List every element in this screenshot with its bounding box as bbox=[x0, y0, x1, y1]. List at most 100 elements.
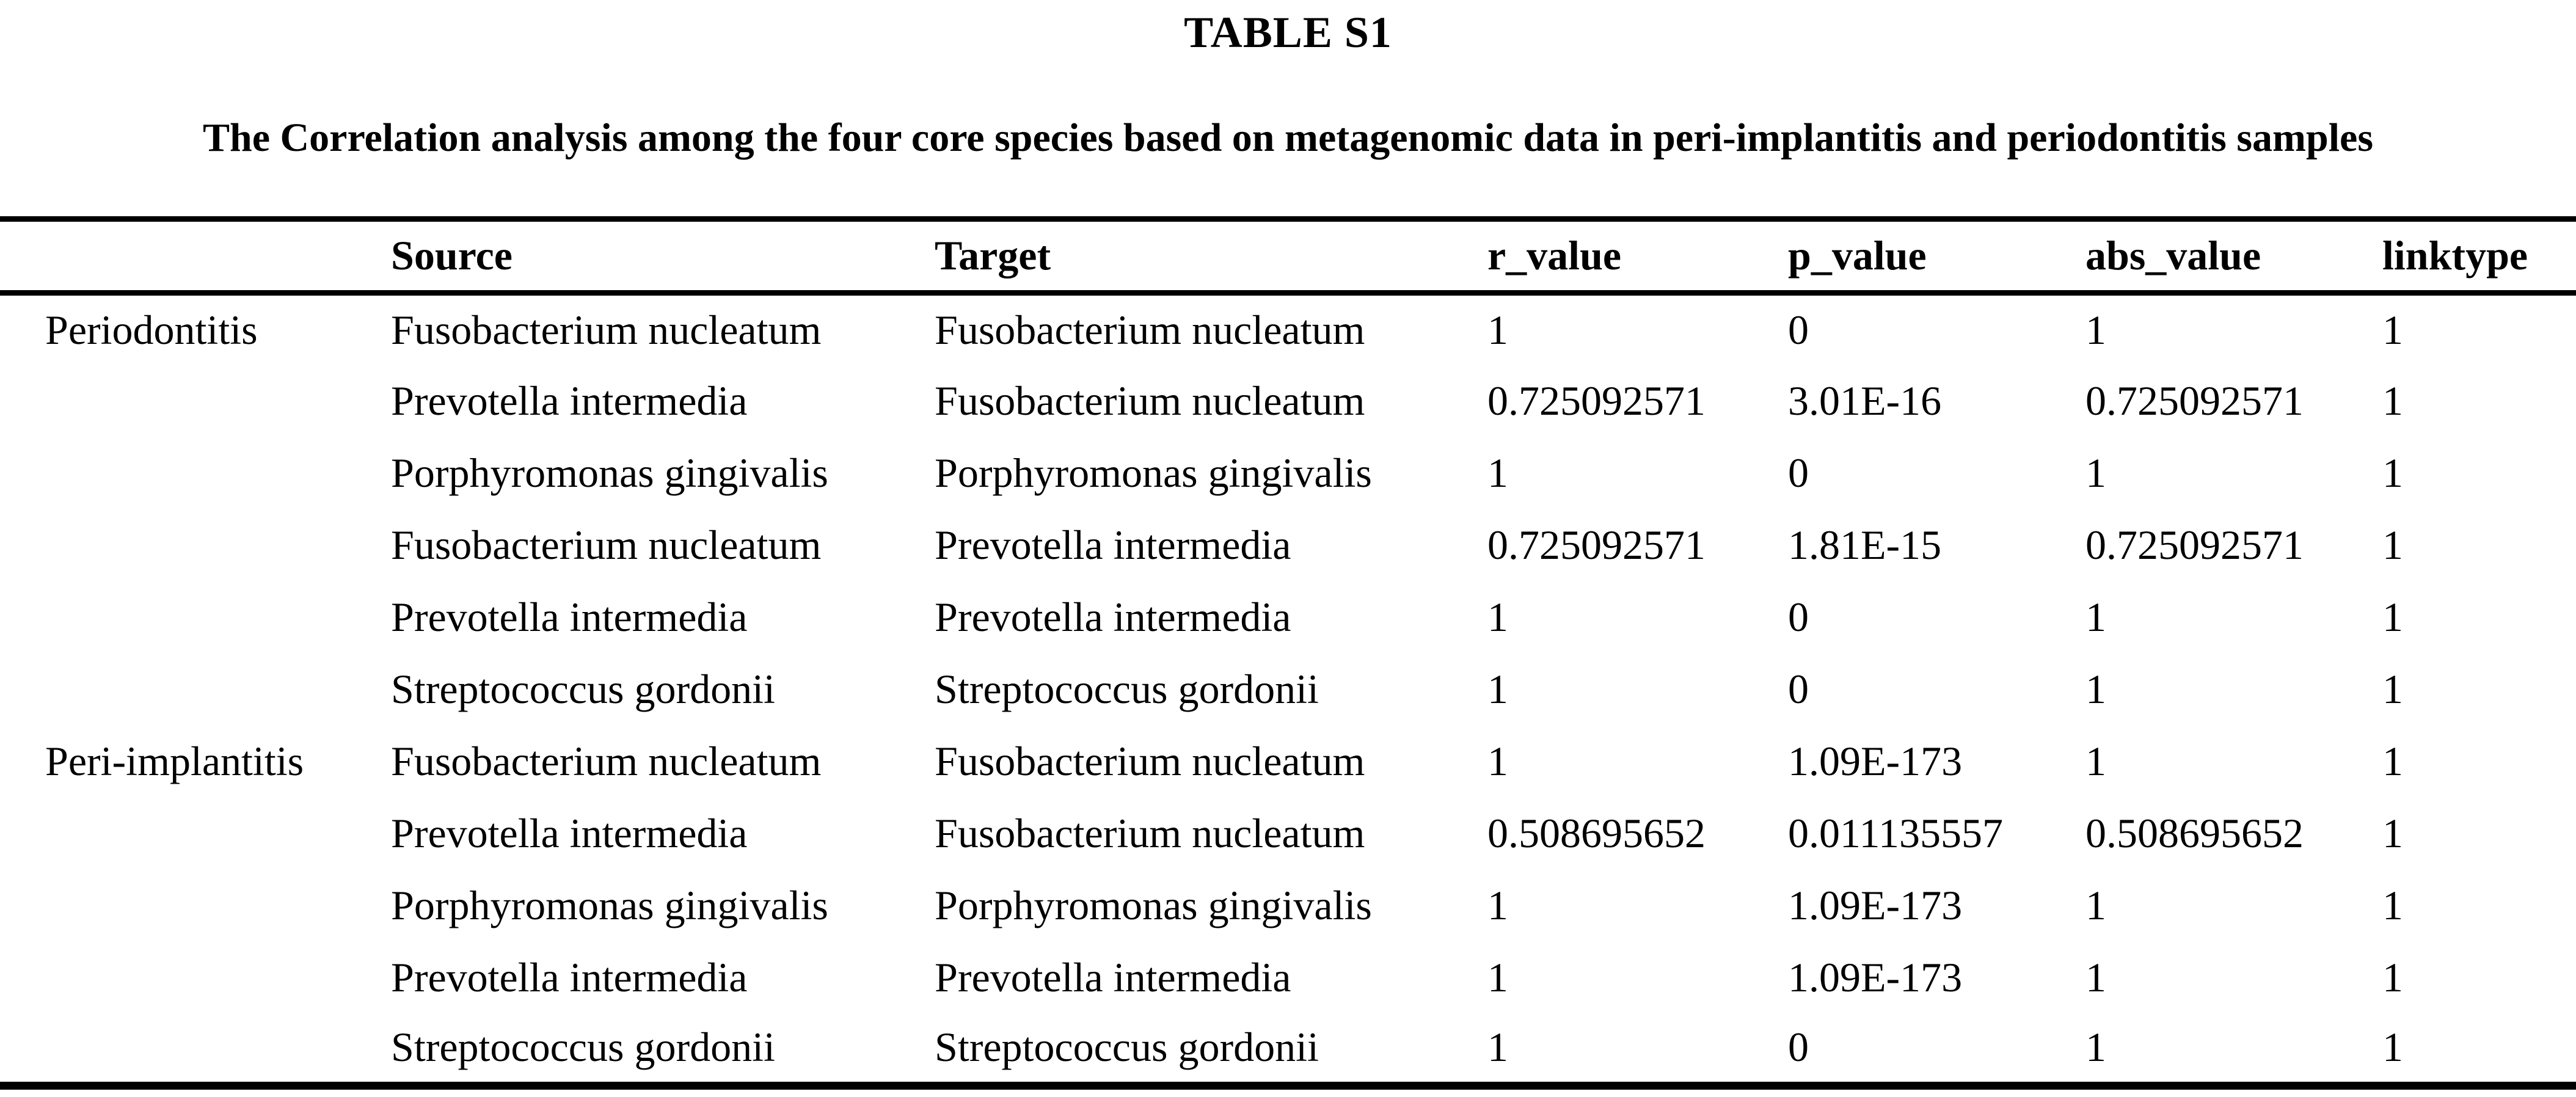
cell-group bbox=[0, 365, 391, 437]
header-row: Source Target r_value p_value abs_value … bbox=[0, 219, 2576, 296]
cell-group bbox=[0, 509, 391, 581]
cell-source: Fusobacterium nucleatum bbox=[391, 306, 822, 353]
cell-r-value: 1 bbox=[1487, 953, 1508, 1000]
cell-source: Fusobacterium nucleatum bbox=[391, 737, 822, 784]
cell-abs-value: 0.508695652 bbox=[2085, 809, 2304, 856]
table-caption: The Correlation analysis among the four … bbox=[202, 115, 2374, 161]
cell-target: Streptococcus gordonii bbox=[935, 665, 1319, 712]
cell-abs-value: 1 bbox=[2085, 737, 2106, 784]
cell-p-value: 0 bbox=[1788, 1024, 1809, 1071]
header-cell-target: Target bbox=[935, 219, 1487, 296]
cell-target: Fusobacterium nucleatum bbox=[935, 737, 1365, 784]
cell-p-value: 0 bbox=[1788, 665, 1809, 712]
cell-target: Porphyromonas gingivalis bbox=[935, 449, 1372, 496]
header-cell-p-value: p_value bbox=[1788, 219, 2085, 296]
cell-target: Porphyromonas gingivalis bbox=[935, 881, 1372, 928]
table-row: Streptococcus gordonii Streptococcus gor… bbox=[0, 653, 2576, 725]
table-row: Prevotella intermedia Prevotella interme… bbox=[0, 941, 2576, 1013]
header-cell-group bbox=[0, 219, 391, 296]
cell-abs-value: 1 bbox=[2085, 953, 2106, 1000]
cell-r-value: 1 bbox=[1487, 593, 1508, 640]
table-row: Prevotella intermedia Fusobacterium nucl… bbox=[0, 365, 2576, 437]
cell-abs-value: 1 bbox=[2085, 665, 2106, 712]
cell-group: Peri-implantitis bbox=[45, 737, 304, 784]
table-row: Porphyromonas gingivalis Porphyromonas g… bbox=[0, 869, 2576, 941]
cell-abs-value: 1 bbox=[2085, 306, 2106, 353]
cell-r-value: 1 bbox=[1487, 881, 1508, 928]
cell-abs-value: 0.725092571 bbox=[2085, 521, 2304, 568]
cell-p-value: 1.09E-173 bbox=[1788, 953, 1963, 1000]
cell-linktype: 1 bbox=[2382, 881, 2403, 928]
cell-abs-value: 1 bbox=[2085, 1024, 2106, 1071]
cell-linktype: 1 bbox=[2382, 449, 2403, 496]
cell-r-value: 0.725092571 bbox=[1487, 377, 1706, 424]
table-row: Streptococcus gordonii Streptococcus gor… bbox=[0, 1013, 2576, 1085]
cell-source: Streptococcus gordonii bbox=[391, 665, 775, 712]
header-cell-source: Source bbox=[391, 219, 935, 296]
cell-linktype: 1 bbox=[2382, 593, 2403, 640]
cell-r-value: 1 bbox=[1487, 737, 1508, 784]
cell-target: Prevotella intermedia bbox=[935, 953, 1291, 1000]
cell-p-value: 0 bbox=[1788, 306, 1809, 353]
cell-r-value: 1 bbox=[1487, 449, 1508, 496]
cell-target: Fusobacterium nucleatum bbox=[935, 377, 1365, 424]
cell-p-value: 1.09E-173 bbox=[1788, 881, 1963, 928]
cell-source: Fusobacterium nucleatum bbox=[391, 521, 822, 568]
cell-r-value: 1 bbox=[1487, 306, 1508, 353]
cell-source: Prevotella intermedia bbox=[391, 377, 748, 424]
cell-linktype: 1 bbox=[2382, 521, 2403, 568]
cell-linktype: 1 bbox=[2382, 809, 2403, 856]
cell-source: Prevotella intermedia bbox=[391, 953, 748, 1000]
cell-target: Fusobacterium nucleatum bbox=[935, 306, 1365, 353]
cell-linktype: 1 bbox=[2382, 306, 2403, 353]
cell-linktype: 1 bbox=[2382, 953, 2403, 1000]
cell-group bbox=[0, 869, 391, 941]
cell-group bbox=[0, 581, 391, 653]
table-row: Fusobacterium nucleatum Prevotella inter… bbox=[0, 509, 2576, 581]
table-body: Periodontitis Fusobacterium nucleatum Fu… bbox=[0, 293, 2576, 1085]
cell-group bbox=[0, 941, 391, 1013]
cell-p-value: 3.01E-16 bbox=[1788, 377, 1942, 424]
header-cell-linktype: linktype bbox=[2382, 219, 2576, 296]
cell-group bbox=[0, 437, 391, 509]
cell-r-value: 0.725092571 bbox=[1487, 521, 1706, 568]
cell-linktype: 1 bbox=[2382, 737, 2403, 784]
table-row: Peri-implantitis Fusobacterium nucleatum… bbox=[0, 725, 2576, 797]
cell-r-value: 1 bbox=[1487, 665, 1508, 712]
cell-source: Prevotella intermedia bbox=[391, 593, 748, 640]
cell-r-value: 0.508695652 bbox=[1487, 809, 1706, 856]
table-row: Porphyromonas gingivalis Porphyromonas g… bbox=[0, 437, 2576, 509]
cell-p-value: 0 bbox=[1788, 593, 1809, 640]
cell-target: Prevotella intermedia bbox=[935, 593, 1291, 640]
cell-source: Streptococcus gordonii bbox=[391, 1024, 775, 1071]
cell-group bbox=[0, 1013, 391, 1085]
cell-target: Prevotella intermedia bbox=[935, 521, 1291, 568]
table-row: Periodontitis Fusobacterium nucleatum Fu… bbox=[0, 293, 2576, 365]
cell-abs-value: 1 bbox=[2085, 881, 2106, 928]
cell-linktype: 1 bbox=[2382, 665, 2403, 712]
table-label: TABLE S1 bbox=[1184, 8, 1392, 57]
cell-group: Periodontitis bbox=[45, 306, 258, 353]
cell-target: Fusobacterium nucleatum bbox=[935, 809, 1365, 856]
cell-target: Streptococcus gordonii bbox=[935, 1024, 1319, 1071]
cell-p-value: 0 bbox=[1788, 449, 1809, 496]
cell-abs-value: 1 bbox=[2085, 449, 2106, 496]
table-row: Prevotella intermedia Fusobacterium nucl… bbox=[0, 797, 2576, 869]
cell-source: Porphyromonas gingivalis bbox=[391, 449, 828, 496]
cell-abs-value: 0.725092571 bbox=[2085, 377, 2304, 424]
table-row: Prevotella intermedia Prevotella interme… bbox=[0, 581, 2576, 653]
cell-source: Porphyromonas gingivalis bbox=[391, 881, 828, 928]
cell-source: Prevotella intermedia bbox=[391, 809, 748, 856]
cell-p-value: 1.81E-15 bbox=[1788, 521, 1942, 568]
cell-group bbox=[0, 653, 391, 725]
header-cell-abs-value: abs_value bbox=[2085, 219, 2382, 296]
cell-p-value: 0.011135557 bbox=[1788, 809, 2003, 856]
cell-linktype: 1 bbox=[2382, 1024, 2403, 1071]
header-cell-r-value: r_value bbox=[1487, 219, 1788, 296]
cell-p-value: 1.09E-173 bbox=[1788, 737, 1963, 784]
correlation-table: Source Target r_value p_value abs_value … bbox=[0, 216, 2576, 1090]
cell-abs-value: 1 bbox=[2085, 593, 2106, 640]
cell-group bbox=[0, 797, 391, 869]
cell-r-value: 1 bbox=[1487, 1024, 1508, 1071]
